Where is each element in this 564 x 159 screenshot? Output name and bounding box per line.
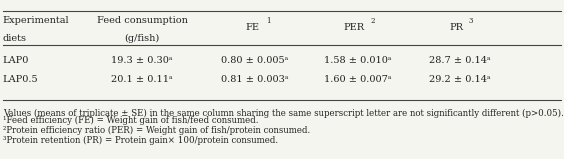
Text: 3: 3 bbox=[468, 17, 473, 25]
Text: FE: FE bbox=[245, 23, 259, 32]
Text: 29.2 ± 0.14ᵃ: 29.2 ± 0.14ᵃ bbox=[429, 75, 491, 84]
Text: LAP0: LAP0 bbox=[3, 56, 29, 65]
Text: Values (means of triplicate ± SE) in the same column sharing the same superscrip: Values (means of triplicate ± SE) in the… bbox=[3, 109, 563, 118]
Text: 1: 1 bbox=[266, 17, 271, 25]
Text: 19.3 ± 0.30ᵃ: 19.3 ± 0.30ᵃ bbox=[111, 56, 173, 65]
Text: 0.80 ± 0.005ᵃ: 0.80 ± 0.005ᵃ bbox=[221, 56, 289, 65]
Text: 1.60 ± 0.007ᵃ: 1.60 ± 0.007ᵃ bbox=[324, 75, 392, 84]
Text: Experimental: Experimental bbox=[3, 16, 69, 25]
Text: PER: PER bbox=[343, 23, 364, 32]
Text: 0.81 ± 0.003ᵃ: 0.81 ± 0.003ᵃ bbox=[221, 75, 289, 84]
Text: LAP0.5: LAP0.5 bbox=[3, 75, 38, 84]
Text: 20.1 ± 0.11ᵃ: 20.1 ± 0.11ᵃ bbox=[111, 75, 173, 84]
Text: 1.58 ± 0.010ᵃ: 1.58 ± 0.010ᵃ bbox=[324, 56, 392, 65]
Text: diets: diets bbox=[3, 34, 27, 43]
Text: ¹Feed efficiency (FE) = Weight gain of fish/feed consumed.: ¹Feed efficiency (FE) = Weight gain of f… bbox=[3, 115, 258, 125]
Text: 28.7 ± 0.14ᵃ: 28.7 ± 0.14ᵃ bbox=[429, 56, 491, 65]
Text: PR: PR bbox=[450, 23, 464, 32]
Text: ³Protein retention (PR) = Protein gain× 100/protein consumed.: ³Protein retention (PR) = Protein gain× … bbox=[3, 136, 278, 145]
Text: ²Protein efficiency ratio (PER) = Weight gain of fish/protein consumed.: ²Protein efficiency ratio (PER) = Weight… bbox=[3, 126, 310, 135]
Text: 2: 2 bbox=[371, 17, 375, 25]
Text: Feed consumption: Feed consumption bbox=[96, 16, 188, 25]
Text: (g/fish): (g/fish) bbox=[125, 34, 160, 43]
